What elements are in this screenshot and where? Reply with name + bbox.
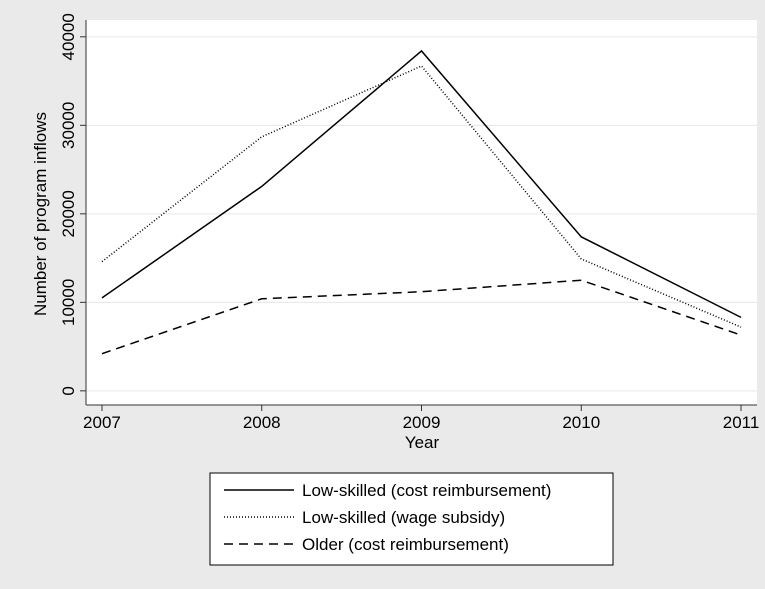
y-axis-title: Number of program inflows: [31, 112, 50, 316]
y-tick-label: 0: [59, 386, 78, 395]
x-tick-label: 2009: [403, 413, 441, 432]
y-tick-label: 20000: [59, 190, 78, 237]
y-tick-label: 40000: [59, 13, 78, 60]
x-tick-label: 2011: [723, 413, 760, 432]
y-tick-label: 10000: [59, 279, 78, 326]
legend-label: Older (cost reimbursement): [302, 535, 509, 554]
series-line: [101, 65, 742, 328]
legend: [209, 472, 614, 566]
legend-label: Low-skilled (cost reimbursement): [302, 481, 551, 500]
series-line: [101, 49, 742, 319]
y-tick-label: 30000: [59, 102, 78, 149]
series-line: [101, 279, 742, 355]
x-tick-label: 2008: [243, 413, 281, 432]
x-axis-title: Year: [405, 433, 440, 452]
plot-area: [86, 20, 757, 405]
x-tick-label: 2010: [562, 413, 600, 432]
legend-label: Low-skilled (wage subsidy): [302, 508, 505, 527]
x-tick-label: 2007: [83, 413, 121, 432]
